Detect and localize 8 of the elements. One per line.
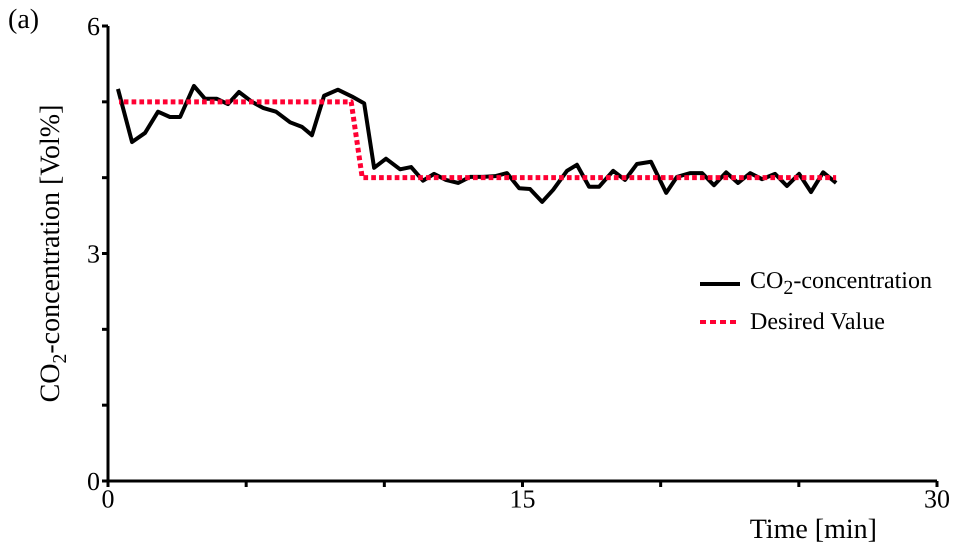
legend-label: CO$_{2}$-concentration xyxy=(750,268,932,300)
x-axis-title: Time [min] xyxy=(750,514,877,545)
x-tick-label: 30 xyxy=(924,484,950,514)
x-tick-label: 15 xyxy=(510,484,536,514)
y-tick-label: 6 xyxy=(87,12,100,42)
legend-label: Desired Value xyxy=(750,308,885,336)
text: (a) xyxy=(8,4,40,36)
y-tick-label: 3 xyxy=(87,240,100,269)
